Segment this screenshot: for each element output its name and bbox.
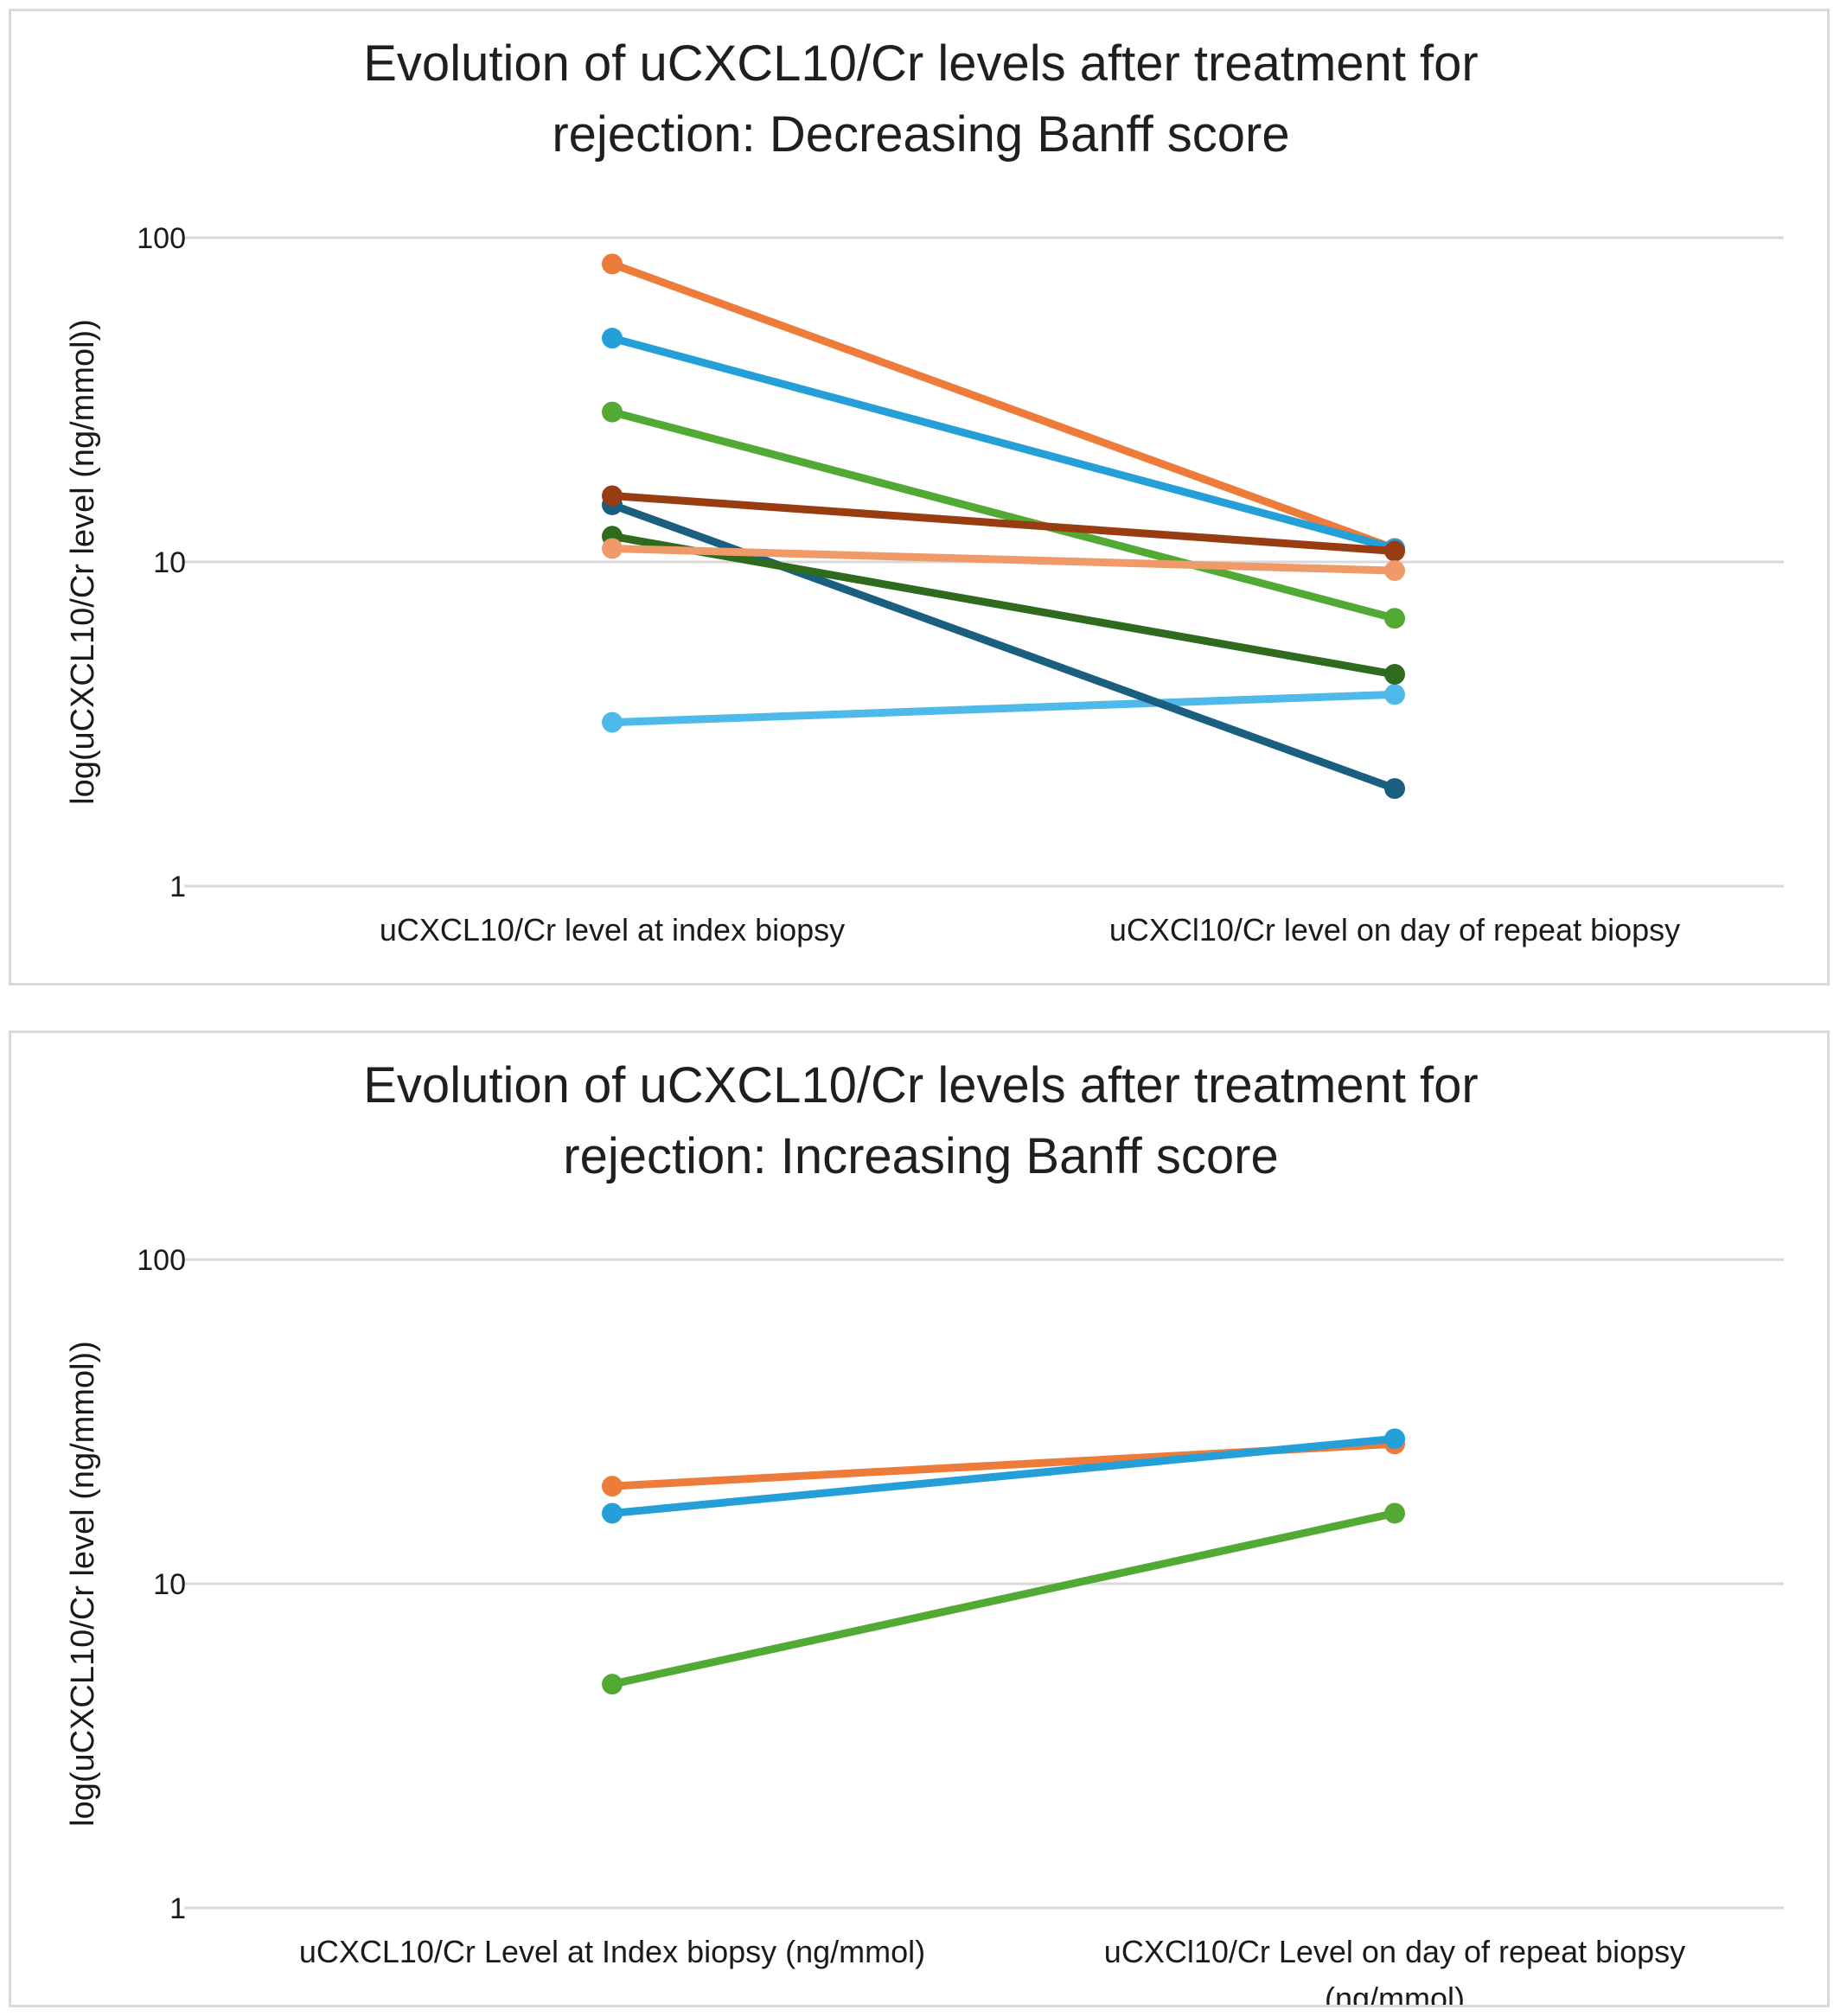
data-point xyxy=(602,538,623,559)
series-1 xyxy=(602,684,1405,733)
data-point xyxy=(1384,560,1405,582)
x-category-label: uCXCl10/Cr Level on day of repeat biopsy… xyxy=(1104,1934,1685,2005)
series-3 xyxy=(602,1428,1405,1524)
data-point xyxy=(602,711,623,733)
series-line xyxy=(608,1434,1399,1517)
series-2 xyxy=(602,1433,1405,1497)
y-axis-label: log(uCXCL10/Cr level (ng/mmol)) xyxy=(65,1341,101,1827)
chart-title: Evolution of uCXCL10/Cr levels after tre… xyxy=(363,35,1478,163)
series-4 xyxy=(602,401,1405,629)
data-point xyxy=(1384,540,1405,562)
x-category-label: uCXCL10/Cr Level at Index biopsy (ng/mmo… xyxy=(299,1934,925,1969)
chart-title: Evolution of uCXCL10/Cr levels after tre… xyxy=(363,1057,1478,1184)
data-point xyxy=(1384,664,1405,686)
data-point xyxy=(1384,1428,1405,1450)
series-7 xyxy=(602,485,1405,562)
y-tick-label: 10 xyxy=(153,546,186,579)
chart-panel-decreasing: Evolution of uCXCL10/Cr levels after tre… xyxy=(9,9,1830,986)
data-point xyxy=(602,401,623,423)
y-axis-label: log(uCXCL10/Cr level (ng/mmol)) xyxy=(65,319,101,805)
series-line xyxy=(608,501,1399,793)
series-line xyxy=(608,690,1399,727)
data-point xyxy=(1384,684,1405,705)
series-line xyxy=(608,532,1399,679)
series-line xyxy=(608,408,1399,622)
data-point xyxy=(602,328,623,349)
series-8 xyxy=(602,538,1405,582)
data-point xyxy=(602,1674,623,1695)
data-point xyxy=(1384,1502,1405,1524)
series-line xyxy=(608,491,1399,555)
series-line xyxy=(608,1509,1399,1688)
data-point xyxy=(1384,778,1405,800)
y-tick-label: 1 xyxy=(169,1892,186,1925)
x-category-label: uCXCl10/Cr level on day of repeat biopsy xyxy=(1109,912,1680,947)
chart-increasing-banff: Evolution of uCXCL10/Cr levels after tre… xyxy=(65,1057,1784,2005)
data-point xyxy=(602,1476,623,1497)
data-point xyxy=(602,485,623,507)
chart-panel-increasing: Evolution of uCXCL10/Cr levels after tre… xyxy=(9,1030,1830,2007)
y-tick-label: 100 xyxy=(137,222,186,255)
data-point xyxy=(602,253,623,275)
chart-decreasing-banff: Evolution of uCXCL10/Cr levels after tre… xyxy=(65,35,1784,947)
series-line xyxy=(608,544,1399,575)
y-tick-label: 1 xyxy=(169,871,186,903)
series-1 xyxy=(602,1502,1405,1695)
x-category-label: uCXCL10/Cr level at index biopsy xyxy=(380,912,845,947)
y-tick-label: 10 xyxy=(153,1568,186,1601)
y-tick-label: 100 xyxy=(137,1244,186,1277)
data-point xyxy=(1384,608,1405,629)
data-point xyxy=(602,1502,623,1524)
series-line xyxy=(608,259,1399,552)
series-line xyxy=(608,334,1399,552)
